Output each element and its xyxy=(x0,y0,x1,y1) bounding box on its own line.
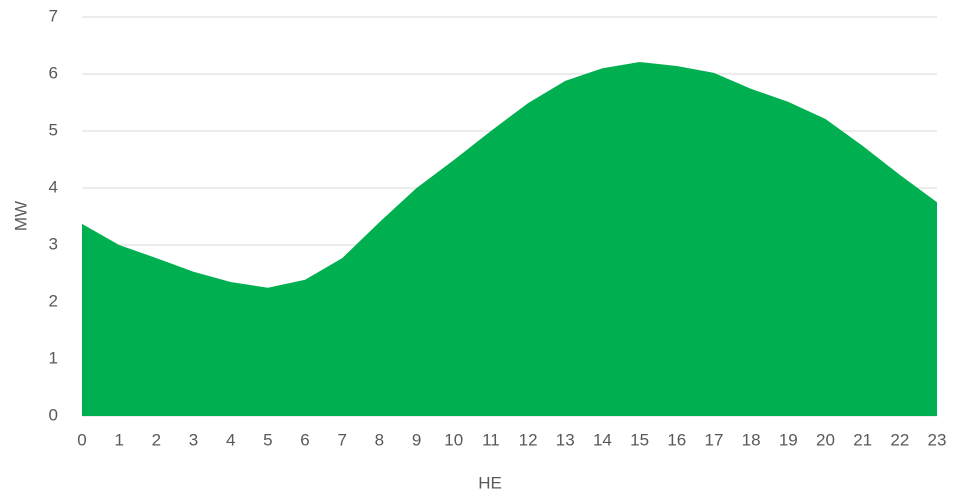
x-tick-label: 3 xyxy=(189,430,198,449)
y-tick-label: 0 xyxy=(49,405,58,424)
y-tick-label: 2 xyxy=(49,291,58,310)
y-tick-label: 3 xyxy=(49,234,58,253)
x-tick-label: 18 xyxy=(742,430,761,449)
y-tick-label: 5 xyxy=(49,120,58,139)
x-tick-label: 6 xyxy=(300,430,309,449)
area xyxy=(82,62,937,416)
x-tick-label: 20 xyxy=(816,430,835,449)
x-tick-label: 1 xyxy=(114,430,123,449)
x-tick-label: 7 xyxy=(337,430,346,449)
y-tick-label: 4 xyxy=(49,177,58,196)
x-tick-label: 13 xyxy=(556,430,575,449)
y-tick-label: 6 xyxy=(49,63,58,82)
y-tick-label: 1 xyxy=(49,348,58,367)
x-tick-label: 12 xyxy=(519,430,538,449)
x-tick-label: 21 xyxy=(853,430,872,449)
x-tick-label: 15 xyxy=(630,430,649,449)
x-tick-label: 14 xyxy=(593,430,612,449)
x-tick-label: 5 xyxy=(263,430,272,449)
x-tick-label: 10 xyxy=(444,430,463,449)
x-tick-label: 19 xyxy=(779,430,798,449)
x-tick-label: 9 xyxy=(412,430,421,449)
x-tick-label: 16 xyxy=(667,430,686,449)
y-axis-label: MW xyxy=(11,201,30,231)
x-tick-label: 22 xyxy=(890,430,909,449)
x-tick-label: 17 xyxy=(704,430,723,449)
x-axis-label: HE xyxy=(478,473,502,492)
x-tick-label: 11 xyxy=(482,430,500,449)
x-tick-label: 8 xyxy=(375,430,384,449)
y-tick-label: 7 xyxy=(49,6,58,25)
x-tick-label: 2 xyxy=(152,430,161,449)
x-tick-label: 0 xyxy=(77,430,86,449)
x-tick-label: 23 xyxy=(928,430,947,449)
x-tick-label: 4 xyxy=(226,430,235,449)
